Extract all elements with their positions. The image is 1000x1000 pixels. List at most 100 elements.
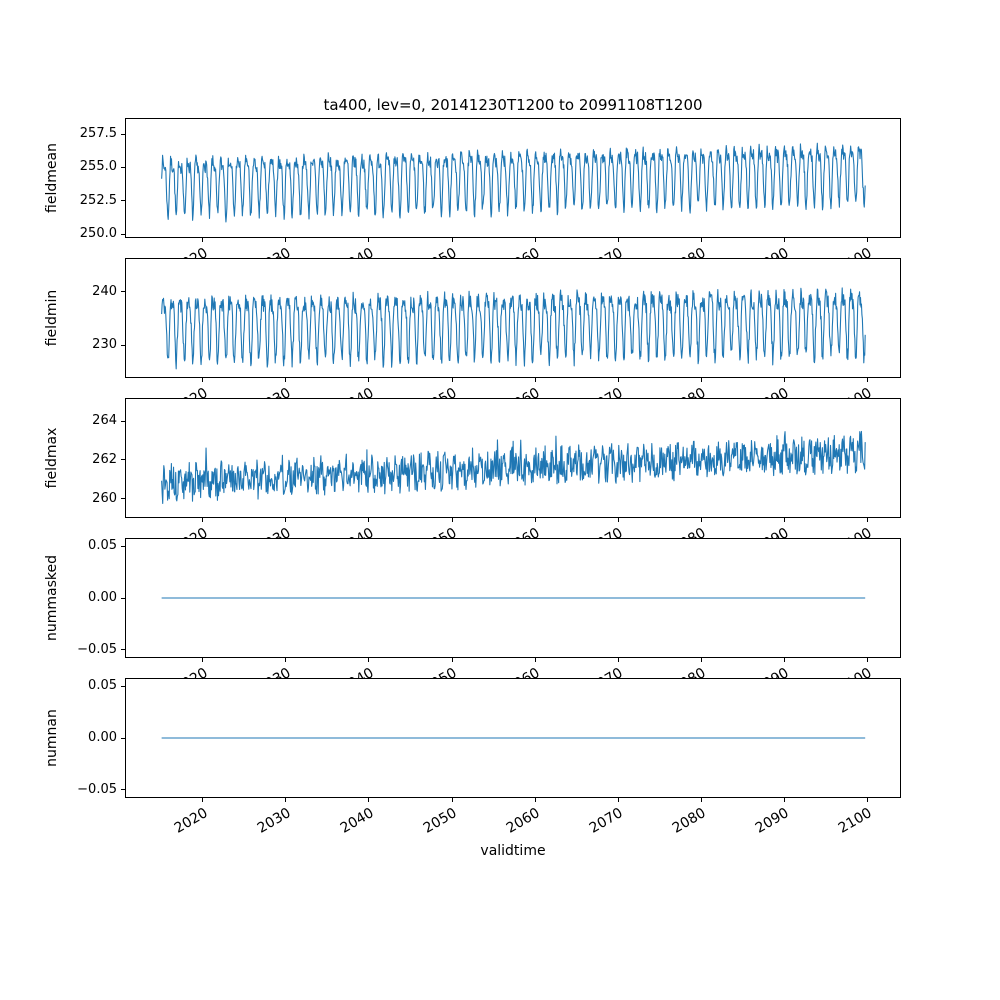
- xtick-label: 2020: [171, 805, 211, 837]
- x-tick-mark: [617, 798, 619, 802]
- x-tick-mark: [866, 238, 868, 242]
- x-tick-mark: [451, 798, 453, 802]
- series-line: [161, 287, 866, 370]
- x-tick-mark: [700, 518, 702, 522]
- ytick-label: 252.5: [79, 192, 117, 208]
- x-tick-mark: [617, 378, 619, 382]
- x-tick-mark: [202, 798, 204, 802]
- xtick-label: 2070: [586, 805, 626, 837]
- xtick-label: 2060: [504, 385, 543, 398]
- x-tick-mark: [866, 798, 868, 802]
- xtick-label: 2050: [421, 665, 460, 678]
- x-tick-mark: [285, 518, 287, 522]
- xtick-label: 2060: [504, 525, 543, 538]
- line-series-nummasked: [161, 597, 866, 599]
- xtick-label: 2030: [254, 385, 293, 398]
- ytick-label: 0.00: [88, 590, 117, 605]
- xtick-label: 2070: [587, 385, 626, 398]
- x-tick-mark: [783, 658, 785, 662]
- plot-area-fieldmax: [125, 398, 901, 518]
- xtick-label: 2020: [171, 385, 210, 398]
- ytick-label: 262: [92, 451, 117, 467]
- x-tick-mark: [866, 378, 868, 382]
- xtick-label: 2060: [503, 805, 543, 837]
- x-tick-mark: [617, 518, 619, 522]
- y-tick-mark: [121, 597, 125, 599]
- x-tick-mark: [285, 238, 287, 242]
- xtick-label: 2090: [753, 525, 792, 538]
- xtick-label: 2050: [421, 525, 460, 538]
- x-tick-mark: [368, 378, 370, 382]
- xtick-label: 2030: [254, 665, 293, 678]
- xtick-label: 2070: [587, 525, 626, 538]
- x-tick-mark: [783, 798, 785, 802]
- line-series-numnan: [161, 737, 866, 739]
- y-tick-mark: [121, 200, 125, 202]
- y-tick-mark: [121, 344, 125, 346]
- x-tick-strip: 2020 2030 2040 2050 2060 2070 2080 2090 2100: [125, 799, 901, 849]
- x-tick-mark: [368, 658, 370, 662]
- x-tick-mark: [700, 798, 702, 802]
- y-tick-mark: [121, 233, 125, 235]
- x-tick-mark: [534, 798, 536, 802]
- y-tick-mark: [121, 545, 125, 547]
- xtick-label: 2030: [254, 805, 294, 837]
- y-tick-mark: [121, 498, 125, 500]
- line-series-fieldmin: [161, 287, 866, 370]
- xtick-label: 2050: [421, 385, 460, 398]
- ytick-label: 0.05: [88, 538, 117, 553]
- plot-area-fieldmin: [125, 258, 901, 378]
- x-tick-mark: [368, 798, 370, 802]
- plot-area-nummasked: [125, 538, 901, 658]
- y-tick-mark: [121, 737, 125, 739]
- xtick-label: 2040: [337, 805, 377, 837]
- plot-area-fieldmean: [125, 118, 901, 238]
- x-tick-mark: [700, 238, 702, 242]
- series-line: [161, 430, 866, 505]
- x-tick-mark: [534, 378, 536, 382]
- xtick-label: 2090: [753, 665, 792, 678]
- y-tick-mark: [121, 291, 125, 293]
- y-tick-mark: [121, 133, 125, 135]
- xtick-label: 2080: [670, 245, 709, 258]
- figure-title: ta400, lev=0, 20141230T1200 to 20991108T…: [323, 96, 703, 114]
- x-tick-mark: [700, 658, 702, 662]
- x-tick-mark: [534, 238, 536, 242]
- x-tick-mark: [534, 658, 536, 662]
- y-tick-mark: [121, 789, 125, 791]
- y-tick-mark: [121, 649, 125, 651]
- x-tick-mark: [285, 658, 287, 662]
- ytick-label: 240: [92, 283, 117, 299]
- xtick-label: 2090: [752, 805, 792, 837]
- xtick-label: 2100: [836, 665, 875, 678]
- x-tick-mark: [866, 658, 868, 662]
- x-tick-mark: [451, 238, 453, 242]
- y-tick-mark: [121, 459, 125, 461]
- ytick-label: −0.05: [77, 641, 117, 657]
- x-tick-mark: [451, 378, 453, 382]
- ytick-label: 0.00: [88, 730, 117, 745]
- x-tick-mark: [866, 518, 868, 522]
- xtick-label: 2100: [836, 245, 875, 258]
- ytick-label: 257.5: [79, 126, 117, 141]
- xtick-label: 2030: [254, 525, 293, 538]
- xtick-label: 2040: [338, 525, 377, 538]
- x-tick-mark: [285, 378, 287, 382]
- xtick-label: 2040: [338, 385, 377, 398]
- ytick-label: 230: [92, 337, 117, 353]
- line-series-fieldmean: [161, 142, 866, 223]
- x-tick-mark: [451, 518, 453, 522]
- x-tick-mark: [202, 518, 204, 522]
- x-tick-mark: [202, 378, 204, 382]
- x-tick-mark: [202, 658, 204, 662]
- xtick-label: 2030: [254, 245, 293, 258]
- ytick-label: −0.05: [77, 781, 117, 797]
- x-tick-mark: [700, 378, 702, 382]
- y-tick-mark: [121, 166, 125, 168]
- xtick-label: 2090: [753, 245, 792, 258]
- y-tick-mark: [121, 685, 125, 687]
- x-tick-mark: [783, 238, 785, 242]
- plot-area-numnan: [125, 678, 901, 798]
- x-axis-label: validtime: [480, 843, 546, 859]
- xtick-label: 2080: [670, 385, 709, 398]
